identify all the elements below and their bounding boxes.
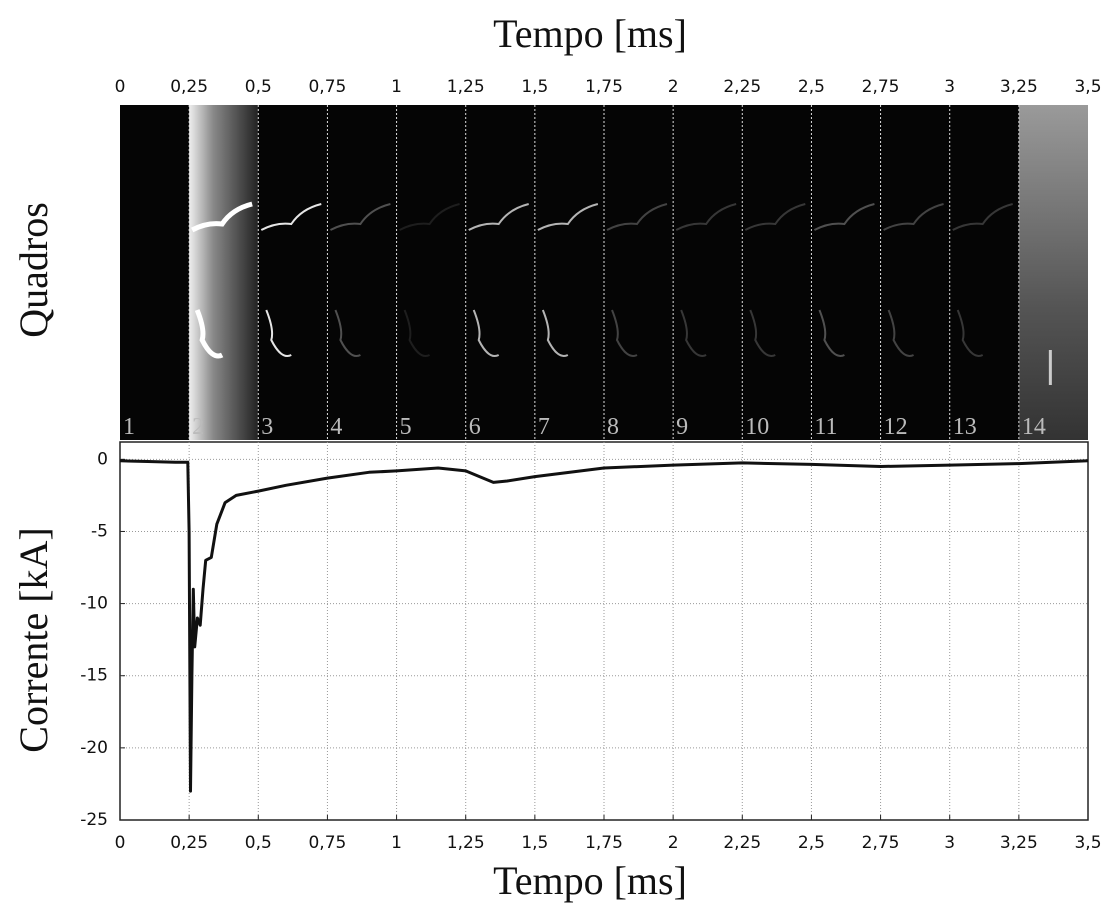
frame-label: 14 — [1022, 414, 1046, 440]
leader-trace — [260, 203, 322, 357]
x-tick-label: 0,5 — [245, 833, 272, 853]
x-tick-label: 0,25 — [170, 833, 208, 853]
frame-label: 13 — [953, 414, 977, 440]
frame-label: 10 — [745, 414, 769, 440]
leader-trace — [537, 203, 599, 357]
top-tick-label: 3,5 — [1074, 77, 1101, 97]
y-tick-label: -20 — [80, 738, 108, 758]
top-tick-label: 2 — [668, 77, 679, 97]
top-tick-label: 3 — [944, 77, 955, 97]
y-tick-label: -5 — [91, 521, 108, 541]
x-tick-label: 1,75 — [585, 833, 623, 853]
frame — [189, 105, 259, 440]
frame — [742, 105, 812, 440]
y-axis-label: Corrente [kA] — [11, 527, 56, 752]
frame — [327, 105, 397, 440]
top-tick-label: 0,5 — [245, 77, 272, 97]
top-tick-label: 1 — [391, 77, 402, 97]
top-tick-label: 2,25 — [723, 77, 761, 97]
leader-trace — [883, 203, 944, 357]
x-tick-label: 3 — [944, 833, 955, 853]
x-tick-label: 3,5 — [1074, 833, 1101, 853]
y-tick-label: -15 — [80, 666, 108, 686]
leader-trace — [813, 203, 875, 357]
frame-label: 2 — [192, 414, 204, 440]
frame — [949, 105, 1019, 440]
frame-label: 7 — [538, 414, 550, 440]
frame-label: 3 — [261, 414, 273, 440]
x-tick-label: 2 — [668, 833, 679, 853]
x-axis-label: Tempo [ms] — [493, 858, 687, 903]
frame — [1018, 105, 1088, 440]
frame — [811, 105, 881, 440]
frames-label: Quadros — [11, 202, 56, 338]
frame — [604, 105, 674, 440]
leader-trace — [606, 203, 668, 357]
top-tick-label: 0,75 — [308, 77, 346, 97]
leader-trace — [468, 203, 529, 357]
top-tick-label: 0,25 — [170, 77, 208, 97]
frame-label: 12 — [884, 414, 908, 440]
x-tick-label: 2,5 — [798, 833, 825, 853]
x-tick-label: 1 — [391, 833, 402, 853]
x-tick-label: 2,75 — [862, 833, 900, 853]
frame — [880, 105, 950, 440]
frame — [258, 105, 328, 440]
leader-trace — [675, 203, 737, 357]
frame — [673, 105, 743, 440]
top-tick-label: 0 — [115, 77, 126, 97]
frame-label: 5 — [400, 414, 412, 440]
top-tick-label: 1,25 — [447, 77, 485, 97]
leader-trace — [744, 203, 806, 357]
frame — [465, 105, 535, 440]
top-tick-label: 1,75 — [585, 77, 623, 97]
top-axis-label: Tempo [ms] — [493, 11, 687, 56]
x-tick-label: 1,25 — [447, 833, 485, 853]
frame — [120, 105, 190, 440]
x-tick-label: 3,25 — [1000, 833, 1038, 853]
x-tick-label: 0 — [115, 833, 126, 853]
leader-trace — [399, 203, 460, 357]
x-tick-label: 2,25 — [723, 833, 761, 853]
frame — [534, 105, 604, 440]
frame-label: 11 — [814, 414, 837, 440]
current-line — [119, 459, 1089, 793]
y-tick-label: -25 — [80, 810, 108, 830]
x-tick-label: 0,75 — [308, 833, 346, 853]
frame-label: 4 — [330, 414, 342, 440]
leader-trace — [952, 203, 1013, 357]
frame-label: 1 — [123, 414, 135, 440]
top-tick-label: 1,5 — [521, 77, 548, 97]
frame-label: 6 — [469, 414, 481, 440]
frame — [396, 105, 466, 440]
x-tick-label: 1,5 — [521, 833, 548, 853]
leader-trace — [329, 203, 391, 357]
leader-trace — [190, 201, 253, 359]
frame-label: 8 — [607, 414, 619, 440]
y-tick-label: 0 — [97, 449, 108, 469]
top-tick-label: 3,25 — [1000, 77, 1038, 97]
tower — [1048, 350, 1052, 385]
top-tick-label: 2,5 — [798, 77, 825, 97]
y-tick-label: -10 — [80, 594, 108, 614]
top-tick-label: 2,75 — [862, 77, 900, 97]
frame-label: 9 — [676, 414, 688, 440]
